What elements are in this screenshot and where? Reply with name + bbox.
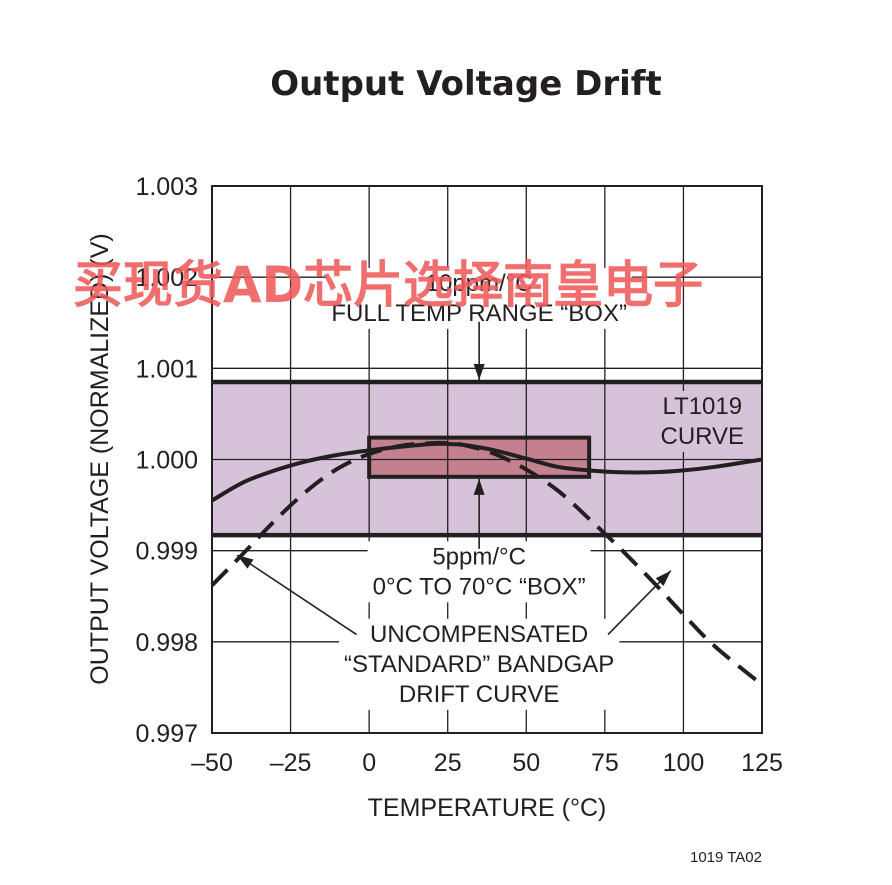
bandgap-curve-label-line-2: DRIFT CURVE [399,681,559,708]
bandgap-curve-label-line-0: UNCOMPENSATED [370,621,588,648]
lt1019-curve-label-line-1: CURVE [660,423,744,450]
arrow-to-bandgap-right-head [655,570,671,586]
x-tick-label-3: 25 [434,749,462,777]
x-tick-label-0: –50 [191,749,233,777]
y-tick-label-4: 1.001 [135,355,198,383]
bandgap-curve-label-line-1: “STANDARD” BANDGAP [344,651,614,678]
y-axis-label: OUTPUT VOLTAGE (NORMALIZED) (V) [86,233,114,684]
y-tick-label-5: 1.002 [135,264,198,292]
y-tick-label-3: 1.000 [135,447,198,475]
lt1019-curve-label-background [655,390,750,452]
arrow-to-bandgap-left-shaft [236,554,358,636]
x-tick-label-7: 125 [741,749,783,777]
lt1019-curve-label: LT1019 CURVE [655,390,750,452]
x-tick-label-1: –25 [270,749,312,777]
full-box-label-background [326,267,632,329]
y-tick-label-1: 0.998 [135,629,198,657]
arrows-layer [236,321,672,636]
y-tick-label-2: 0.999 [135,538,198,566]
series-layer [210,440,764,687]
x-tick-label-4: 50 [512,749,540,777]
y-tick-label-6: 1.003 [135,173,198,201]
small-box-label: 5ppm/°C0°C TO 70°C “BOX” [367,541,591,603]
small-box-label-background [367,541,591,603]
arrow-to-small-box-head [473,478,485,495]
x-axis-label: TEMPERATURE (°C) [368,794,607,822]
zero-to-seventy-box [367,435,592,479]
small-box-label-line-1: 0°C TO 70°C “BOX” [373,573,586,600]
arrow-to-bandgap-left-head [237,555,254,569]
y-tick-label-0: 0.997 [135,720,198,748]
lt1019-curve-label-line-0: LT1019 [662,393,742,420]
x-tick-label-6: 100 [663,749,705,777]
figure-code: 1019 TA02 [690,849,762,866]
x-tick-label-5: 75 [591,749,619,777]
chart-title: Output Voltage Drift [270,64,662,104]
bandgap-curve-label: UNCOMPENSATED “STANDARD” BANDGAP DRIFT CUR… [339,618,620,710]
uncompensated-bandgap-curve [210,440,764,687]
full-box-label-line-0: 10ppm/°C [426,270,533,297]
x-tick-label-2: 0 [362,749,376,777]
watermark: 买现货AD芯片选择南皇电子 [73,256,703,314]
tick-labels-layer: –50 –25 0 25 50 75 100 125 0.997 0.998 0.999 1.000 1… [135,173,782,777]
arrow-to-full-box-head [473,364,485,381]
bandgap-curve-label-background [339,618,620,710]
